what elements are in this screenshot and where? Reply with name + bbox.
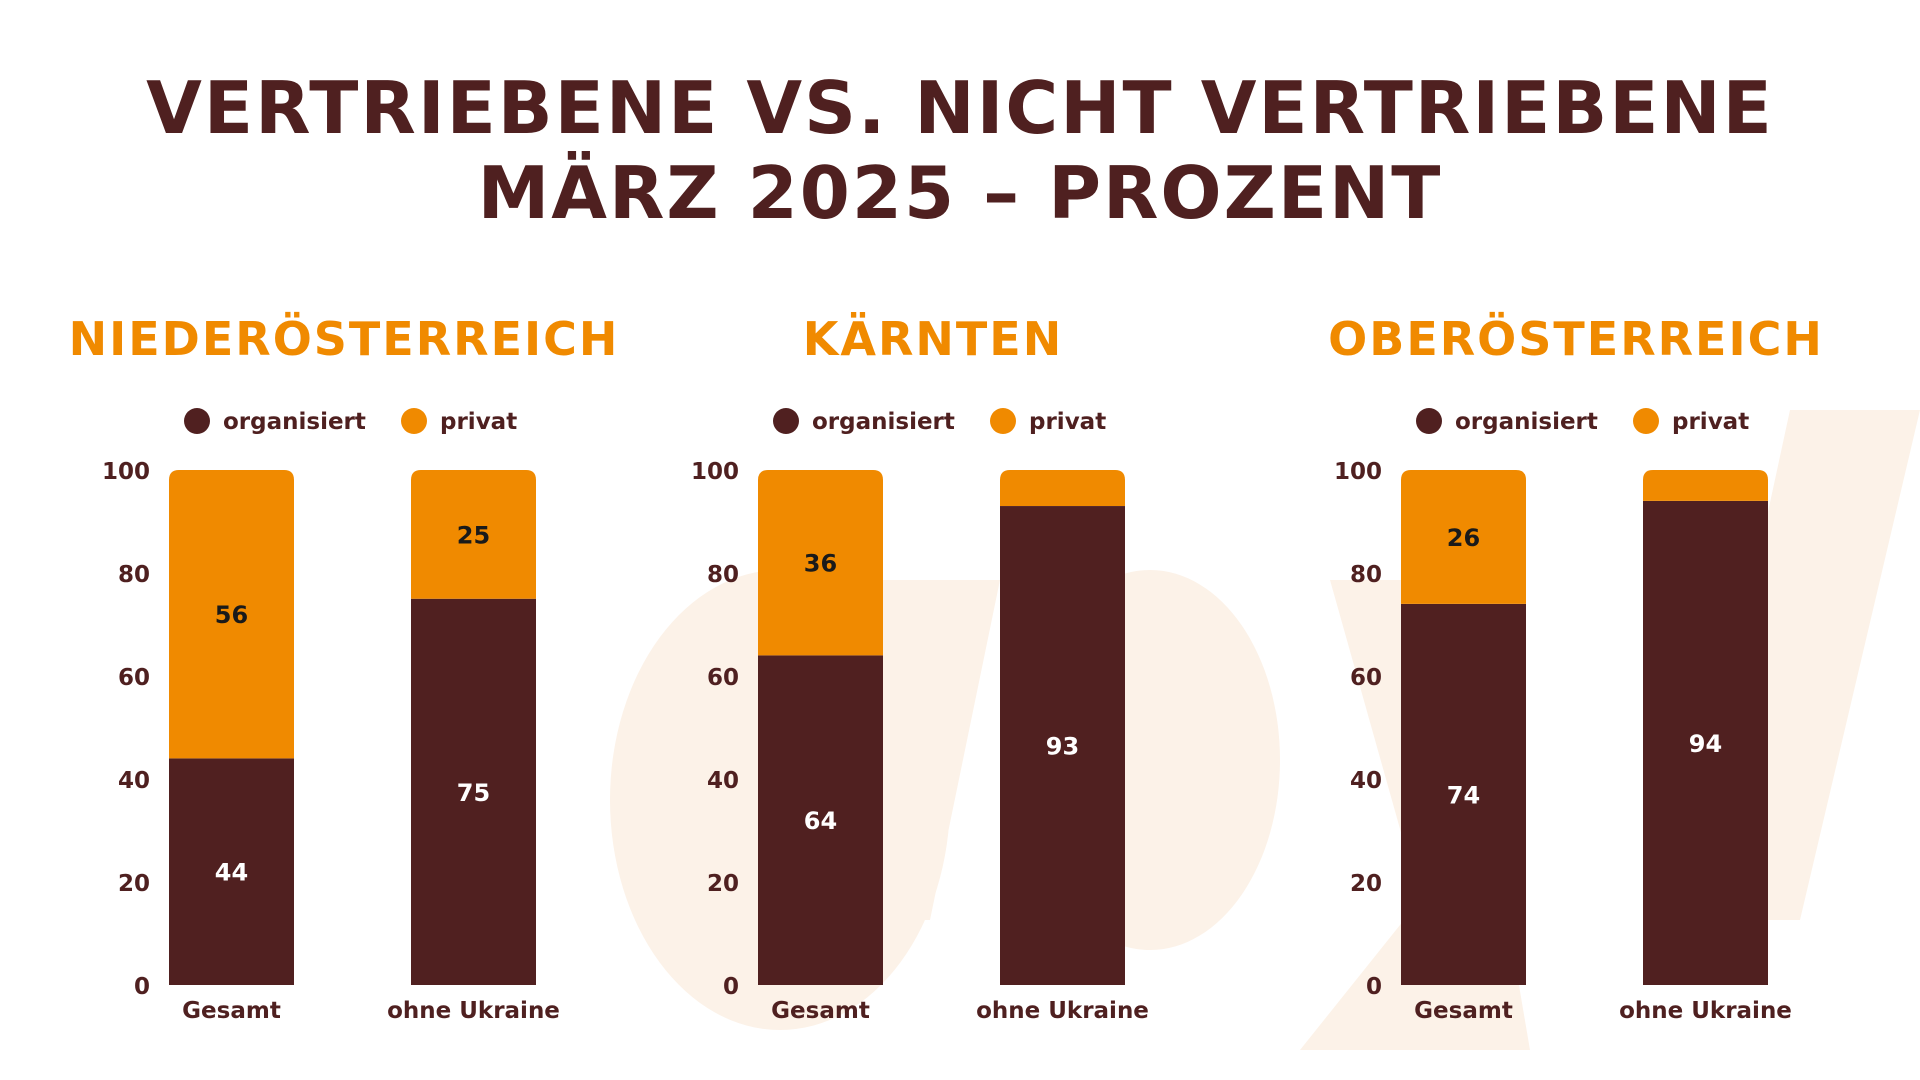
chart-title-line-2: MÄRZ 2025 – PROZENT (477, 151, 1443, 235)
data-label: 36 (804, 550, 837, 578)
legend-label-organisiert: organisiert (1455, 409, 1598, 435)
bar-organisiert (169, 758, 294, 985)
legend-label-privat: privat (1672, 409, 1749, 435)
data-label: 25 (457, 521, 490, 549)
x-tick-label: ohne Ukraine (1619, 998, 1792, 1024)
y-tick-label: 80 (1350, 562, 1382, 588)
data-label: 93 (1046, 733, 1079, 761)
legend-label-privat: privat (1029, 409, 1106, 435)
data-label: 26 (1447, 524, 1480, 552)
y-tick-label: 0 (134, 974, 150, 1000)
x-tick-label: Gesamt (182, 998, 281, 1024)
legend-marker-organisiert (184, 408, 210, 434)
bar-organisiert (411, 598, 536, 985)
y-tick-label: 100 (1334, 459, 1382, 485)
chart-title-line-1: VERTRIEBENE VS. NICHT VERTRIEBENE (146, 66, 1774, 150)
y-tick-label: 80 (707, 562, 739, 588)
bar-organisiert (1000, 506, 1125, 985)
y-tick-label: 20 (1350, 871, 1382, 897)
data-label: 94 (1689, 730, 1722, 758)
y-tick-label: 0 (1366, 974, 1382, 1000)
y-tick-label: 40 (707, 768, 739, 794)
y-tick-label: 40 (118, 768, 150, 794)
data-label: 44 (215, 859, 248, 887)
y-tick-label: 60 (707, 665, 739, 691)
legend-label-privat: privat (440, 409, 517, 435)
bar-privat (1643, 470, 1768, 501)
panel-title: NIEDERÖSTERREICH (69, 312, 620, 366)
panel-title: OBERÖSTERREICH (1328, 312, 1824, 366)
legend-marker-organisiert (1416, 408, 1442, 434)
y-tick-label: 100 (102, 459, 150, 485)
data-label: 56 (215, 601, 248, 629)
legend-marker-privat (990, 408, 1016, 434)
y-tick-label: 100 (691, 459, 739, 485)
bar-privat (1000, 470, 1125, 507)
y-tick-label: 60 (118, 665, 150, 691)
x-tick-label: ohne Ukraine (387, 998, 560, 1024)
bar-privat (169, 470, 294, 759)
data-label: 75 (457, 779, 490, 807)
x-tick-label: ohne Ukraine (976, 998, 1149, 1024)
y-tick-label: 40 (1350, 768, 1382, 794)
legend-marker-privat (1633, 408, 1659, 434)
legend-marker-privat (401, 408, 427, 434)
x-tick-label: Gesamt (1414, 998, 1513, 1024)
bar-privat (411, 470, 536, 599)
y-tick-label: 60 (1350, 665, 1382, 691)
x-tick-label: Gesamt (771, 998, 870, 1024)
y-tick-label: 0 (723, 974, 739, 1000)
y-tick-label: 20 (707, 871, 739, 897)
legend-label-organisiert: organisiert (812, 409, 955, 435)
bar-organisiert (758, 655, 883, 985)
bar-privat (758, 470, 883, 656)
legend-marker-organisiert (773, 408, 799, 434)
data-label: 74 (1447, 781, 1480, 809)
bar-privat (1401, 470, 1526, 604)
bar-organisiert (1401, 603, 1526, 985)
panel-title: KÄRNTEN (803, 312, 1063, 366)
bar-organisiert (1643, 500, 1768, 985)
y-tick-label: 80 (118, 562, 150, 588)
y-tick-label: 20 (118, 871, 150, 897)
data-label: 64 (804, 807, 837, 835)
legend-label-organisiert: organisiert (223, 409, 366, 435)
